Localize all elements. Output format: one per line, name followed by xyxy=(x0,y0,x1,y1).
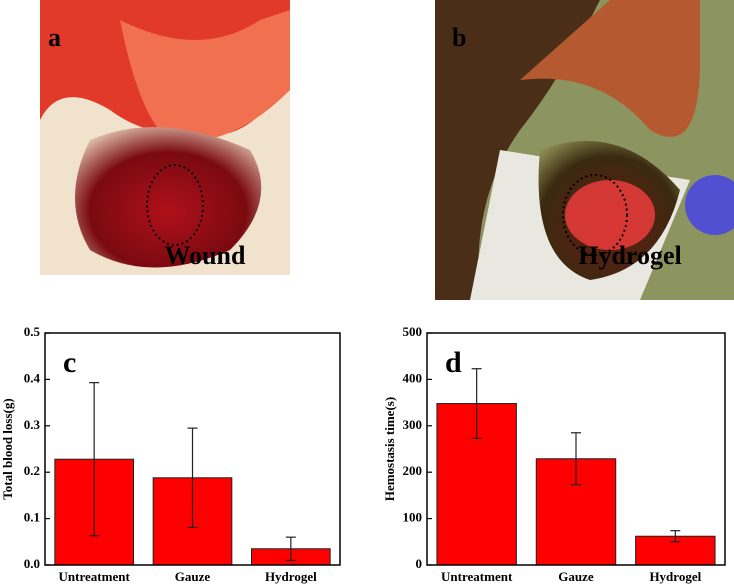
y-tick-label: 0.0 xyxy=(24,556,40,571)
x-tick-label: Gauze xyxy=(558,569,594,584)
panel-label: d xyxy=(445,346,462,379)
y-tick-label: 0.3 xyxy=(24,417,41,432)
plot-frame xyxy=(426,332,726,566)
photo-caption: Hydrogel xyxy=(578,241,682,270)
y-tick-label: 300 xyxy=(403,417,423,432)
panel-label: b xyxy=(452,23,466,52)
y-tick-label: 0.5 xyxy=(24,324,41,339)
y-tick-label: 0.1 xyxy=(24,510,40,525)
photo-a: a Wound xyxy=(40,0,290,275)
panel-label: a xyxy=(48,23,61,52)
y-tick-label: 400 xyxy=(403,370,423,385)
y-tick-label: 0 xyxy=(416,556,423,571)
y-tick-label: 500 xyxy=(403,324,423,339)
y-axis-label: Hemostasis time(s) xyxy=(382,397,397,501)
x-tick-label: Untreatment xyxy=(59,569,131,584)
x-tick-label: Hydrogel xyxy=(649,569,701,584)
plot-frame xyxy=(44,332,341,566)
x-tick-label: Hydrogel xyxy=(265,569,317,584)
y-tick-label: 0.4 xyxy=(24,370,41,385)
panel-label: c xyxy=(63,346,76,379)
photo-b: b Hydrogel xyxy=(435,0,734,300)
x-tick-label: Untreatment xyxy=(441,569,513,584)
y-tick-label: 100 xyxy=(403,510,423,525)
y-axis-label: Total blood loss(g) xyxy=(0,398,15,499)
x-tick-label: Gauze xyxy=(175,569,211,584)
y-tick-label: 0.2 xyxy=(24,463,40,478)
y-tick-label: 200 xyxy=(403,463,423,478)
photo-caption: Wound xyxy=(165,241,246,270)
